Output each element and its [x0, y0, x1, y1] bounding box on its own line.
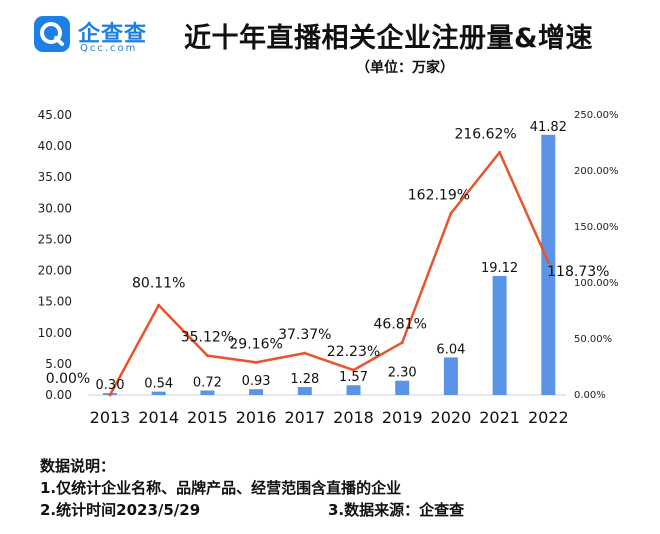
- growth-point: [108, 393, 112, 397]
- bar-data-label: 2.30: [388, 366, 417, 381]
- x-tick-label: 2013: [90, 408, 131, 427]
- line-data-label: 37.37%: [278, 327, 331, 343]
- x-tick-label: 2020: [431, 408, 472, 427]
- bar-data-label: 19.12: [481, 261, 518, 276]
- growth-point: [400, 341, 404, 345]
- bar: [297, 387, 312, 395]
- y-left-tick-label: 15.00: [38, 295, 72, 309]
- y-left-tick-label: 35.00: [38, 170, 72, 184]
- y-left-tick-label: 0.00: [45, 388, 72, 402]
- growth-point: [254, 360, 258, 364]
- x-tick-label: 2018: [333, 408, 374, 427]
- notes-line-1: 1.仅统计企业名称、品牌产品、经营范围含直播的企业: [40, 479, 402, 497]
- x-tick-label: 2014: [138, 408, 179, 427]
- growth-point: [205, 354, 209, 358]
- y-left-tick-label: 20.00: [38, 264, 72, 278]
- y-left-tick-label: 25.00: [38, 232, 72, 246]
- growth-line: [108, 151, 550, 396]
- growth-point: [303, 351, 307, 355]
- y-right-tick-label: 150.00%: [574, 222, 619, 233]
- bar-data-label: 0.30: [96, 378, 125, 393]
- growth-point: [546, 260, 550, 264]
- line-data-label: 118.73%: [547, 264, 609, 280]
- bar: [346, 385, 361, 395]
- y-right-tick-label: 0.00%: [574, 390, 606, 401]
- notes-line-2: 2.统计时间2023/5/29 3.数据来源：企查查: [40, 499, 640, 521]
- line-data-label: 162.19%: [408, 187, 470, 203]
- chart-unit: （单位：万家）: [356, 60, 454, 76]
- notes-heading: 数据说明：: [40, 457, 116, 475]
- header: 企查查 Qcc.com 近十年直播相关企业注册量&增速 （单位：万家）: [0, 0, 660, 80]
- bar: [200, 390, 215, 395]
- x-tick-label: 2016: [236, 408, 277, 427]
- x-tick-label: 2022: [528, 408, 569, 427]
- bar-data-label: 0.54: [144, 377, 173, 392]
- y-left-tick-label: 10.00: [38, 326, 72, 340]
- line-data-label: 22.23%: [327, 344, 380, 360]
- growth-point: [352, 368, 355, 372]
- x-tick-label: 2017: [284, 408, 325, 427]
- x-tick-label: 2015: [187, 408, 228, 427]
- line-data-label: 35.12%: [181, 330, 234, 346]
- y-right-tick-label: 200.00%: [574, 166, 619, 177]
- notes-date: 2.统计时间2023/5/29: [40, 501, 201, 519]
- bar-data-label: 0.72: [193, 376, 222, 391]
- line-data-label: 0.00%: [46, 371, 90, 387]
- x-tick-label: 2021: [479, 408, 520, 427]
- bar: [395, 380, 410, 395]
- y-left-tick-label: 45.00: [38, 108, 72, 122]
- bar: [151, 391, 166, 395]
- bar-data-label: 0.93: [242, 374, 271, 389]
- y-left-tick-label: 5.00: [45, 357, 72, 371]
- growth-point: [449, 211, 453, 215]
- bar: [249, 389, 264, 395]
- bar: [443, 357, 458, 395]
- bar: [541, 134, 556, 395]
- notes-source: 3.数据来源：企查查: [328, 501, 465, 519]
- x-tick-label: 2019: [382, 408, 423, 427]
- growth-point: [498, 150, 502, 154]
- y-right-tick-label: 50.00%: [574, 334, 612, 345]
- line-data-label: 46.81%: [374, 317, 427, 333]
- bar-data-label: 6.04: [436, 342, 465, 357]
- growth-point: [157, 303, 161, 307]
- chart-title: 近十年直播相关企业注册量&增速: [184, 23, 594, 54]
- bar-data-label: 1.57: [339, 370, 368, 385]
- line-data-label: 80.11%: [132, 275, 185, 291]
- qcc-logo-icon: [34, 16, 70, 52]
- chart: 0.00 5.00 10.00 15.00 20.00 25.00 30.00 35.00 40…: [38, 108, 619, 427]
- y-left-tick-label: 30.00: [38, 201, 72, 215]
- line-data-label: 29.16%: [229, 336, 282, 352]
- y-right-tick-label: 250.00%: [574, 110, 619, 121]
- bar: [492, 276, 507, 395]
- line-data-label: 216.62%: [454, 126, 516, 142]
- bar-data-label: 1.28: [290, 372, 319, 387]
- logo: 企查查 Qcc.com: [34, 16, 169, 56]
- logo-text: 企查查: [78, 22, 148, 47]
- bar-data-label: 41.82: [530, 120, 567, 135]
- y-right-tick-label: 100.00%: [574, 278, 619, 289]
- y-left-tick-label: 40.00: [38, 139, 72, 153]
- data-notes: 数据说明： 1.仅统计企业名称、品牌产品、经营范围含直播的企业 2.统计时间20…: [40, 455, 640, 521]
- logo-domain: Qcc.com: [80, 43, 138, 54]
